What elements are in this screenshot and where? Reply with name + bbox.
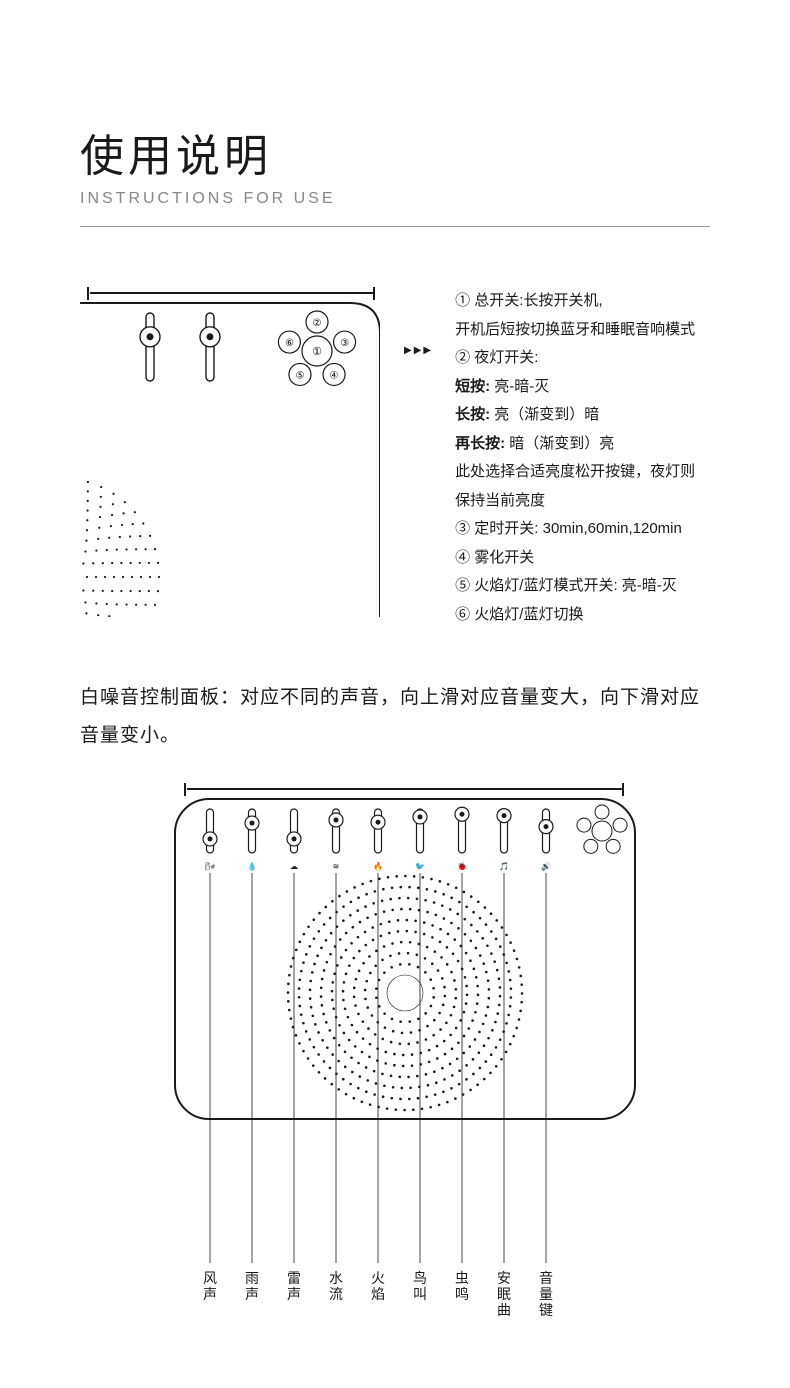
instruction-line: 长按: 亮（渐变到）暗 xyxy=(455,401,710,430)
svg-text:鸟: 鸟 xyxy=(413,1270,427,1286)
svg-text:虫: 虫 xyxy=(455,1270,469,1286)
title-en: INSTRUCTIONS FOR USE xyxy=(80,190,710,208)
svg-text:量: 量 xyxy=(539,1286,553,1302)
instruction-line: 保持当前亮度 xyxy=(455,487,710,516)
panel-description: 白噪音控制面板：对应不同的声音，向上滑对应音量变大，向下滑对应音量变小。 xyxy=(80,679,710,755)
svg-text:水: 水 xyxy=(329,1270,343,1286)
instruction-line: ④ 雾化开关 xyxy=(455,544,710,573)
svg-text:火: 火 xyxy=(371,1270,385,1286)
instruction-line: 开机后短按切换蓝牙和睡眠音响模式 xyxy=(455,316,710,345)
instruction-line: ② 夜灯开关: xyxy=(455,344,710,373)
divider xyxy=(80,226,710,227)
svg-text:雷: 雷 xyxy=(287,1270,301,1286)
svg-text:🌬: 🌬 xyxy=(205,862,215,871)
svg-text:🔥: 🔥 xyxy=(373,861,383,871)
svg-text:风: 风 xyxy=(203,1270,217,1286)
svg-text:安: 安 xyxy=(497,1270,511,1286)
instruction-line: ③ 定时开关: 30min,60min,120min xyxy=(455,515,710,544)
instruction-line: 此处选择合适亮度松开按键，夜灯则 xyxy=(455,458,710,487)
svg-text:声: 声 xyxy=(287,1286,301,1302)
svg-text:叫: 叫 xyxy=(413,1286,427,1302)
svg-text:🔊: 🔊 xyxy=(541,861,551,871)
svg-text:鸣: 鸣 xyxy=(455,1286,469,1302)
svg-text:曲: 曲 xyxy=(497,1302,511,1318)
svg-text:⑤: ⑤ xyxy=(295,370,304,381)
svg-text:眠: 眠 xyxy=(497,1286,511,1302)
svg-text:雨: 雨 xyxy=(245,1270,259,1286)
top-device-diagram: ① ② ③ ④ ⑤ ⑥ xyxy=(80,287,380,622)
svg-text:⑥: ⑥ xyxy=(285,338,294,349)
full-device-diagram: 🌬💧☁≋🔥🐦🐞🎵🔊 风声雨声雷声水流火焰鸟叫虫鸣安眠曲音量键 xyxy=(80,783,710,1348)
svg-text:①: ① xyxy=(312,346,322,358)
svg-text:🐦: 🐦 xyxy=(415,862,425,871)
svg-text:④: ④ xyxy=(330,370,339,381)
instruction-line: ① 总开关:长按开关机, xyxy=(455,287,710,316)
instructions-list: ① 总开关:长按开关机,开机后短按切换蓝牙和睡眠音响模式② 夜灯开关:短按: 亮… xyxy=(455,287,710,629)
svg-text:💧: 💧 xyxy=(247,861,257,871)
svg-text:☁: ☁ xyxy=(290,862,298,871)
svg-text:焰: 焰 xyxy=(371,1286,385,1302)
instruction-line: 再长按: 暗（渐变到）亮 xyxy=(455,430,710,459)
svg-text:🐞: 🐞 xyxy=(457,861,467,871)
svg-text:≋: ≋ xyxy=(333,862,340,871)
svg-text:声: 声 xyxy=(245,1286,259,1302)
svg-text:声: 声 xyxy=(203,1286,217,1302)
title-cn: 使用说明 xyxy=(80,120,710,184)
svg-text:②: ② xyxy=(313,318,322,329)
instruction-line: 短按: 亮-暗-灭 xyxy=(455,373,710,402)
svg-text:③: ③ xyxy=(340,338,349,349)
svg-text:流: 流 xyxy=(329,1286,343,1302)
arrow-indicator: ▶▶▶ xyxy=(404,287,431,356)
svg-text:键: 键 xyxy=(539,1302,553,1318)
svg-text:🎵: 🎵 xyxy=(499,862,509,871)
instruction-line: ⑥ 火焰灯/蓝灯切换 xyxy=(455,601,710,630)
svg-text:音: 音 xyxy=(539,1270,553,1286)
instruction-line: ⑤ 火焰灯/蓝灯模式开关: 亮-暗-灭 xyxy=(455,572,710,601)
